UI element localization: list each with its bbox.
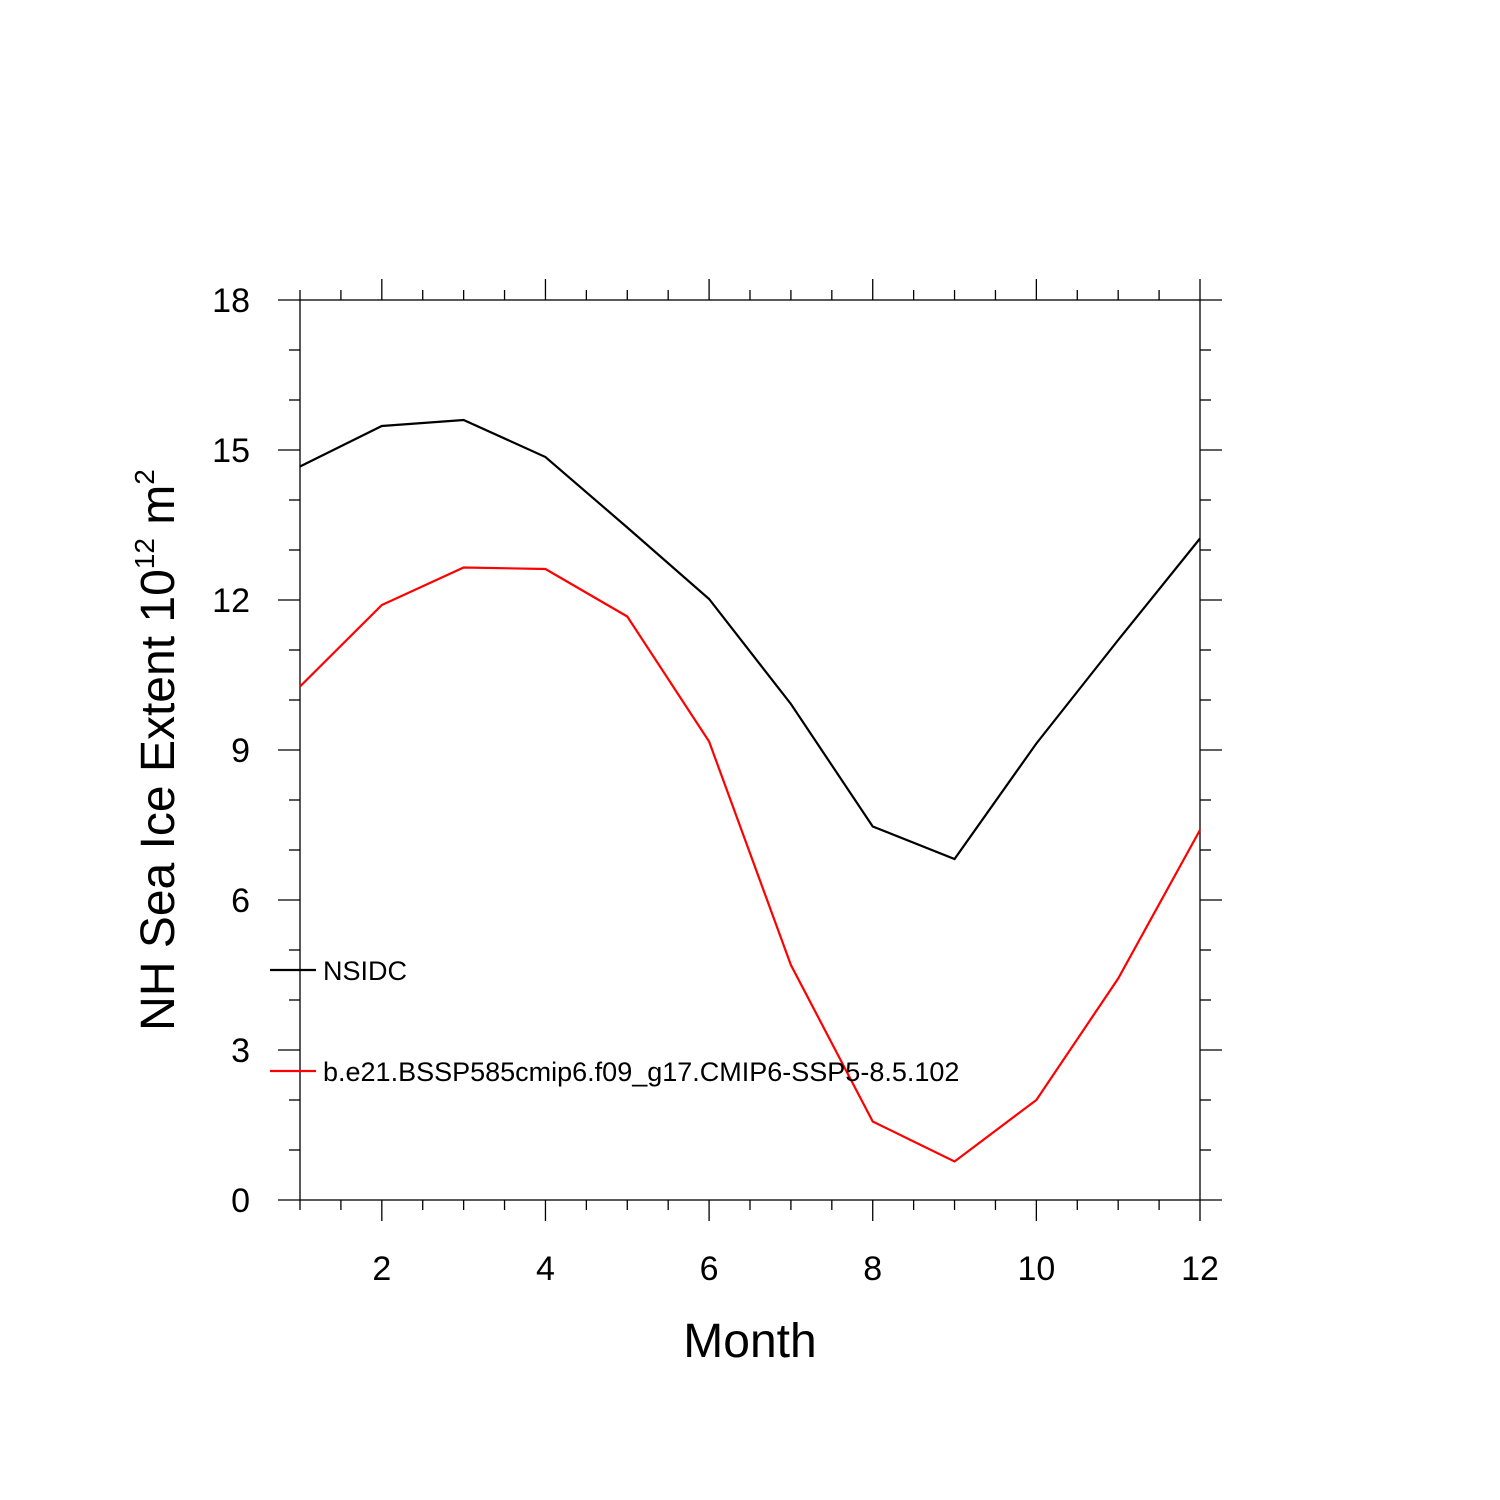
y-tick-label: 9 [231, 732, 250, 770]
x-axis-label: Month [683, 1315, 816, 1368]
y-tick-label: 0 [231, 1182, 250, 1220]
y-tick-label: 18 [212, 282, 250, 320]
series-line-nsidc [299, 418, 1201, 861]
legend-label: NSIDC [323, 956, 407, 986]
x-tick-label: 6 [700, 1250, 719, 1288]
y-tick-label: 6 [231, 882, 250, 920]
legend-label: b.e21.BSSP585cmip6.f09_g17.CMIP6-SSP5-8.… [323, 1057, 959, 1087]
y-axis-label-unit-exponent: 2 [129, 469, 160, 485]
x-tick-label: 8 [863, 1250, 882, 1288]
y-axis-label: NH Sea Ice Extent 1012 m2 [129, 469, 185, 1031]
y-tick-label: 15 [212, 432, 250, 470]
x-tick-label: 4 [536, 1250, 555, 1288]
x-tick-label: 10 [1017, 1250, 1055, 1288]
y-axis-label-prefix: NH Sea Ice Extent 10 [132, 569, 185, 1031]
x-tick-label: 2 [372, 1250, 391, 1288]
x-tick-label: 12 [1181, 1250, 1219, 1288]
legend: NSIDC b.e21.BSSP585cmip6.f09_g17.CMIP6-SS… [270, 956, 959, 1087]
y-tick-label: 3 [231, 1032, 250, 1070]
axis-ticks [278, 279, 1222, 1221]
y-tick-label: 12 [212, 582, 250, 620]
y-axis-label-unit: m [132, 485, 185, 538]
y-axis-label-exponent: 12 [129, 538, 160, 569]
series-line-model [299, 566, 1201, 1163]
series-lines [299, 418, 1201, 1163]
tick-labels: 2 4 6 8 10 12 0 3 6 9 12 15 18 [212, 282, 1219, 1288]
